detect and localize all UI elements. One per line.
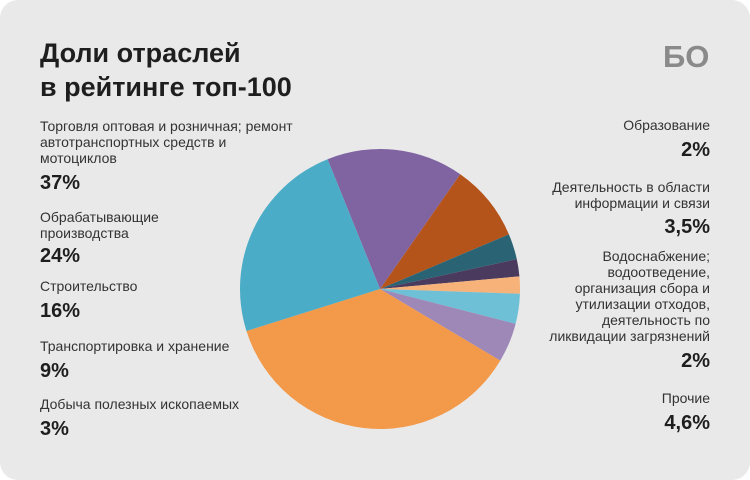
bo-logo-text: БО — [663, 39, 709, 74]
label-construction: Строительство — [40, 278, 137, 294]
value-trade: 37% — [40, 172, 81, 194]
pie-slices — [239, 148, 521, 430]
value-other: 4,6% — [664, 412, 710, 434]
label-other: Прочие — [662, 390, 710, 406]
value-construction: 16% — [40, 300, 81, 322]
pie-slice-7 — [380, 174, 509, 289]
pie-slice-5 — [239, 159, 380, 332]
label-manufacturing-line-2: производства — [40, 225, 129, 241]
label-mining-line-1: Добыча полезных ископаемых — [40, 396, 240, 412]
label-mining: Добыча полезных ископаемых — [40, 396, 239, 412]
label-water-line-6: ликвидации загрязнений — [549, 328, 710, 344]
label-construction-line-1: Строительство — [40, 278, 138, 294]
label-manufacturing-line-1: Обрабатывающие — [40, 209, 159, 225]
label-education-line-1: Образование — [623, 117, 710, 133]
value-manufacturing: 24% — [40, 245, 81, 267]
label-water-line-4: утилизации отходов, — [575, 296, 710, 312]
value-it: 3,5% — [664, 216, 710, 238]
label-it-line-1: Деятельность в области — [552, 179, 710, 195]
label-trade-line-1: Торговля оптовая и розничная; ремонт — [40, 118, 293, 134]
value-water: 2% — [681, 350, 710, 372]
label-trade-line-2: автотранспортных средств и — [40, 134, 227, 150]
pie-slice-2 — [380, 259, 520, 289]
label-water: Водоснабжение; водоотведение, организаци… — [549, 248, 710, 344]
label-education: Образование — [623, 117, 710, 133]
label-it: Деятельность в области информации и связ… — [552, 179, 710, 211]
chart-title-line-2: в рейтинге топ-100 — [40, 72, 292, 102]
label-trade: Торговля оптовая и розничная; ремонт авт… — [40, 118, 293, 166]
pie-slice-8 — [380, 234, 517, 289]
pie-slice-6 — [327, 148, 461, 289]
chart-title-line-1: Доли отраслей — [40, 38, 241, 68]
label-transport: Транспортировка и хранение — [40, 338, 229, 354]
bo-logo-icon: БО — [663, 39, 709, 74]
label-water-line-1: Водоснабжение; — [602, 248, 710, 264]
value-education: 2% — [681, 139, 710, 161]
label-transport-line-1: Транспортировка и хранение — [40, 338, 230, 354]
chart-title: Доли отраслей в рейтинге топ-100 — [40, 36, 370, 104]
label-water-line-2: водоотведение, — [607, 264, 710, 280]
label-trade-line-3: мотоциклов — [40, 150, 117, 166]
label-other-line-1: Прочие — [661, 390, 710, 406]
label-water-line-5: деятельность по — [601, 312, 710, 328]
pie-slice-3 — [380, 289, 516, 361]
label-manufacturing: Обрабатывающие производства — [40, 209, 159, 241]
pie-slice-4 — [246, 289, 501, 430]
pie-slice-0 — [380, 276, 521, 294]
label-water-line-3: организация сбора и — [574, 280, 710, 296]
value-mining: 3% — [40, 418, 69, 440]
pie-slice-1 — [380, 289, 520, 324]
label-it-line-2: информации и связи — [574, 195, 710, 211]
value-transport: 9% — [40, 360, 69, 382]
